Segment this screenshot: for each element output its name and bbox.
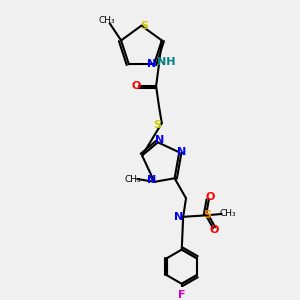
Text: S: S xyxy=(154,120,161,130)
Text: O: O xyxy=(131,81,141,91)
Text: O: O xyxy=(206,192,215,203)
Text: O: O xyxy=(210,226,219,236)
Text: CH₃: CH₃ xyxy=(219,209,236,218)
Text: F: F xyxy=(178,290,185,300)
Text: N: N xyxy=(154,135,164,145)
Text: N: N xyxy=(147,176,156,185)
Text: CH₃: CH₃ xyxy=(125,175,141,184)
Text: S: S xyxy=(203,210,211,220)
Text: CH₃: CH₃ xyxy=(98,16,115,25)
Text: N: N xyxy=(177,147,187,157)
Text: N: N xyxy=(174,212,184,222)
Text: N: N xyxy=(146,59,156,69)
Text: NH: NH xyxy=(157,57,175,67)
Text: S: S xyxy=(140,21,148,31)
